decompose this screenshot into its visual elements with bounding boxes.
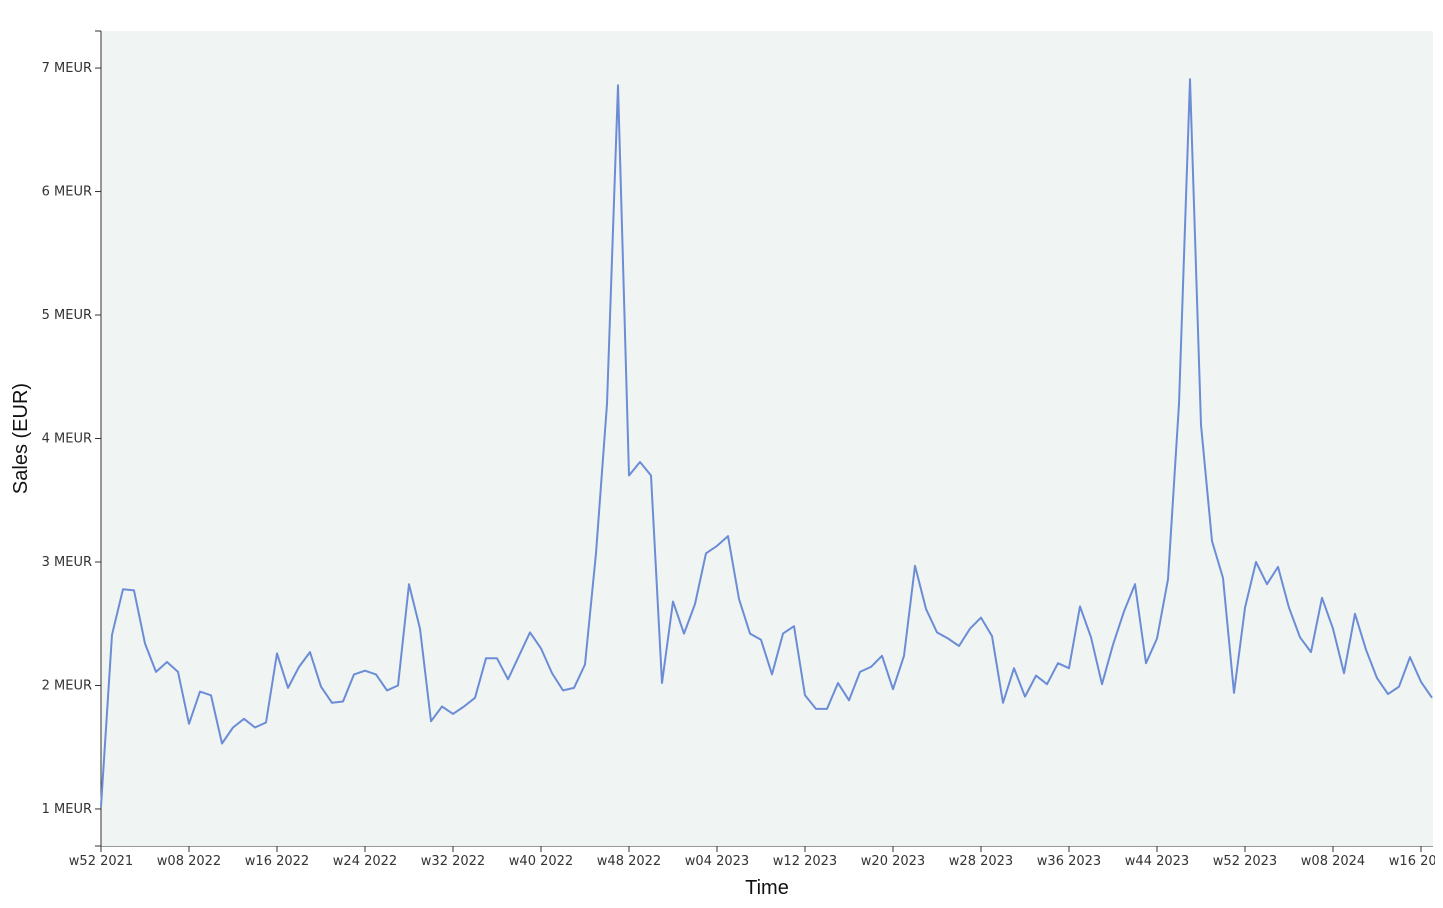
x-tick-label: w24 2022 <box>333 854 397 869</box>
x-tick-label: w36 2023 <box>1037 854 1101 869</box>
x-tick-label: w16 2024 <box>1389 854 1443 869</box>
x-tick-label: w40 2022 <box>509 854 573 869</box>
x-tick-label: w48 2022 <box>597 854 661 869</box>
y-tick-label: 4 MEUR <box>42 432 92 447</box>
y-axis: 1 MEUR 2 MEUR 3 MEUR 4 MEUR 5 MEUR 6 MEUR 7 ME… <box>42 30 102 847</box>
y-tick-label: 3 MEUR <box>42 555 92 570</box>
x-tick-label: w12 2023 <box>773 854 837 869</box>
x-tick-label: w20 2023 <box>861 854 925 869</box>
y-tick-label: 5 MEUR <box>42 308 92 323</box>
plot-background <box>101 31 1433 846</box>
x-tick-label: w52 2021 <box>69 854 133 869</box>
y-tick-label: 1 MEUR <box>42 802 92 817</box>
x-axis: w52 2021 w08 2022 w16 2022 w24 2022 w32 2022… <box>69 846 1443 869</box>
x-tick-label: w32 2022 <box>421 854 485 869</box>
y-axis-title: Sales (EUR) <box>10 383 32 494</box>
x-tick-label: w16 2022 <box>245 854 309 869</box>
x-tick-label: w08 2022 <box>157 854 221 869</box>
x-axis-title: Time <box>745 877 789 899</box>
sales-series-line <box>100 78 1433 807</box>
y-tick-label: 2 MEUR <box>42 678 92 693</box>
x-tick-label: w44 2023 <box>1125 854 1189 869</box>
x-tick-label: w04 2023 <box>685 854 749 869</box>
x-tick-label: w52 2023 <box>1213 854 1277 869</box>
x-tick-label: w28 2023 <box>949 854 1013 869</box>
y-tick-label: 6 MEUR <box>42 185 92 200</box>
x-tick-label: w08 2024 <box>1301 854 1365 869</box>
y-tick-label: 7 MEUR <box>42 61 92 76</box>
